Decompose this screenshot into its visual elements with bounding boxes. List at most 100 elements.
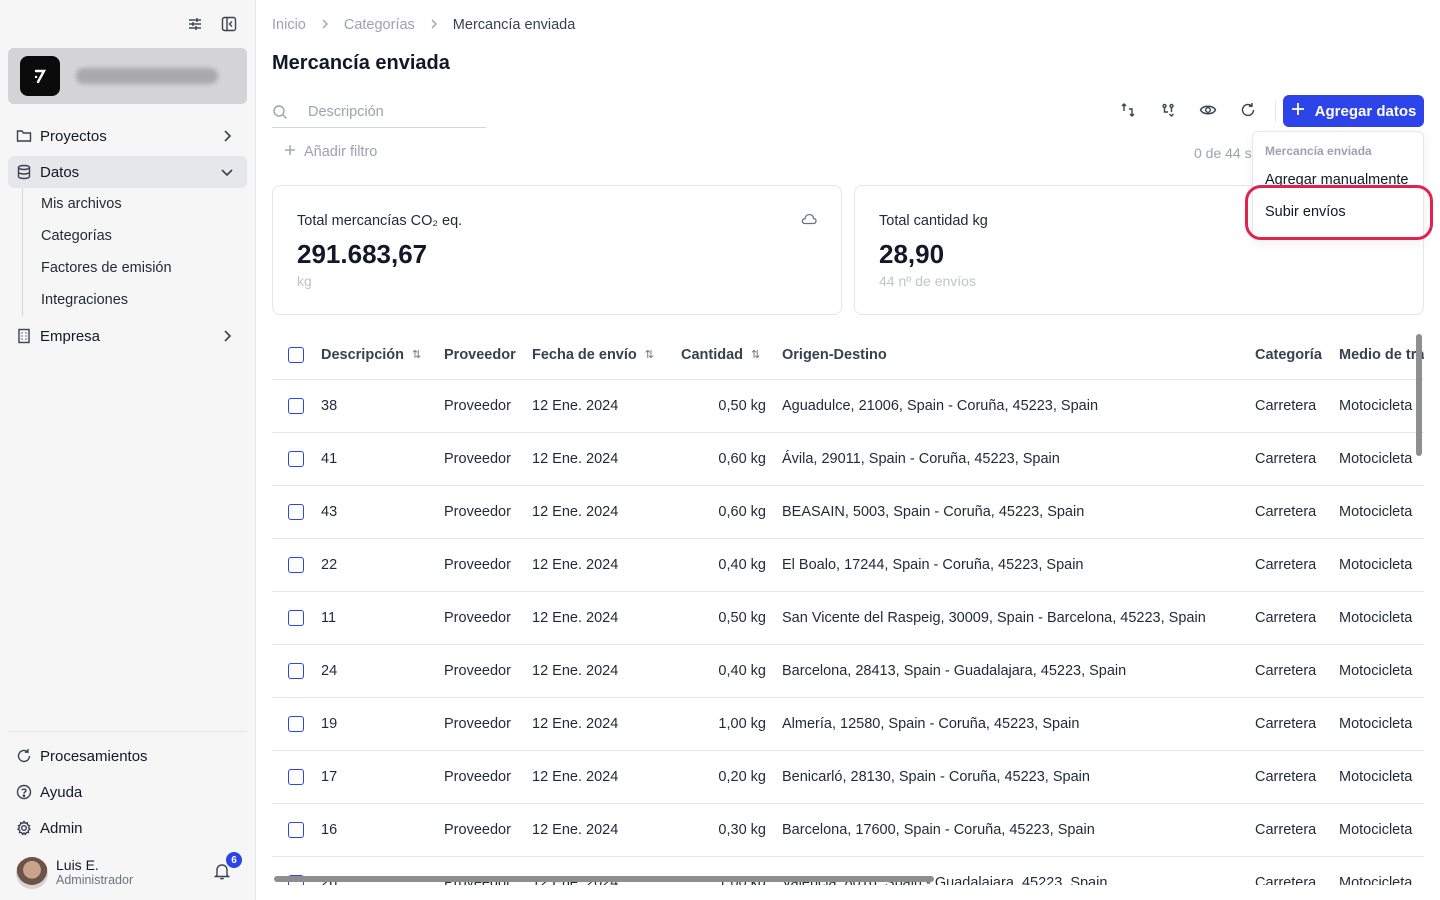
- user-role: Administrador: [56, 872, 134, 887]
- row-checkbox[interactable]: [288, 504, 304, 520]
- cell-descripcion: 16: [321, 822, 338, 838]
- help-circle-icon: [16, 784, 32, 800]
- nav-admin[interactable]: Admin: [8, 812, 247, 844]
- subnav-categorias[interactable]: Categorías: [41, 228, 112, 244]
- col-descripcion[interactable]: Descripción ⇅: [321, 330, 421, 379]
- cell-fecha: 12 Ene. 2024: [532, 769, 619, 785]
- cell-proveedor: Proveedor: [444, 504, 511, 520]
- cell-categoria: Carretera: [1255, 451, 1317, 467]
- cell-proveedor: Proveedor: [444, 610, 511, 626]
- nav-label: Datos: [40, 163, 80, 181]
- cell-origen: El Boalo, 17244, Spain - Coruña, 45223, …: [782, 557, 1084, 573]
- row-checkbox-cell: [288, 539, 304, 591]
- subnav-integraciones[interactable]: Integraciones: [41, 292, 129, 308]
- table-row[interactable]: 22 Proveedor 12 Ene. 2024 0,40 kg El Boalo, …: [272, 539, 1424, 592]
- row-checkbox[interactable]: [288, 557, 304, 573]
- menu-item-upload-shipments[interactable]: Subir envíos: [1265, 204, 1346, 220]
- add-filter-button[interactable]: Añadir filtro: [284, 144, 377, 160]
- columns-toggle-icon[interactable]: [1158, 98, 1178, 122]
- table-row[interactable]: 38 Proveedor 12 Ene. 2024 0,50 kg Aguadulce,…: [272, 380, 1424, 433]
- vertical-scrollbar[interactable]: [1416, 334, 1422, 456]
- user-profile[interactable]: Luis E. Administrador 6: [16, 852, 248, 890]
- bell-icon[interactable]: [213, 862, 232, 882]
- nav-datos[interactable]: Datos: [8, 156, 247, 188]
- row-checkbox[interactable]: [288, 663, 304, 679]
- cell-origen: Aguadulce, 21006, Spain - Coruña, 45223,…: [782, 398, 1099, 414]
- breadcrumb-home[interactable]: Inicio: [272, 17, 306, 33]
- card-label: Total mercancías CO₂ eq.: [297, 213, 463, 229]
- table-row[interactable]: 17 Proveedor 12 Ene. 2024 0,20 kg Benicarló,…: [272, 751, 1424, 804]
- cell-cantidad: 1,00 kg: [718, 716, 766, 732]
- cell-cantidad: 0,50 kg: [718, 610, 766, 626]
- cell-origen: Ávila, 29011, Spain - Coruña, 45223, Spa…: [782, 451, 1060, 467]
- organization-switcher[interactable]: [8, 48, 247, 104]
- cell-proveedor: Proveedor: [444, 716, 511, 732]
- sliders-icon[interactable]: [185, 14, 205, 34]
- avatar: [16, 857, 48, 889]
- org-name-blurred: [76, 68, 218, 84]
- nav-label: Ayuda: [40, 783, 83, 801]
- cell-origen: Barcelona, 28413, Spain - Guadalajara, 4…: [782, 663, 1127, 679]
- col-proveedor[interactable]: Proveedor: [444, 330, 516, 379]
- cell-origen: Barcelona, 17600, Spain - Coruña, 45223,…: [782, 822, 1095, 838]
- nav-label: Proyectos: [40, 127, 107, 145]
- col-categoria[interactable]: Categoría: [1255, 330, 1322, 379]
- cell-medio: Motocicleta: [1339, 769, 1413, 785]
- cell-proveedor: Proveedor: [444, 451, 511, 467]
- collapse-sidebar-icon[interactable]: [219, 14, 239, 34]
- chevron-right-icon: [219, 128, 235, 144]
- row-checkbox[interactable]: [288, 822, 304, 838]
- add-data-button[interactable]: Agregar datos: [1283, 95, 1424, 127]
- cell-descripcion: 11: [321, 610, 337, 626]
- table-row[interactable]: 19 Proveedor 12 Ene. 2024 1,00 kg Almería, 1…: [272, 698, 1424, 751]
- plus-icon: [1291, 102, 1305, 120]
- table-row[interactable]: 41 Proveedor 12 Ene. 2024 0,60 kg Ávila, 290…: [272, 433, 1424, 486]
- cloud-icon: [801, 212, 817, 226]
- col-fecha[interactable]: Fecha de envío ⇅: [532, 330, 654, 379]
- subnav-factores[interactable]: Factores de emisión: [41, 260, 172, 276]
- nav-proyectos[interactable]: Proyectos: [8, 120, 247, 152]
- cell-fecha: 12 Ene. 2024: [532, 663, 619, 679]
- col-cantidad[interactable]: Cantidad ⇅: [681, 330, 760, 379]
- table-row[interactable]: 16 Proveedor 12 Ene. 2024 0,30 kg Barcelona,…: [272, 804, 1424, 857]
- sort-arrows-icon[interactable]: [1118, 98, 1138, 122]
- cell-proveedor: Proveedor: [444, 398, 511, 414]
- user-name: Luis E.: [56, 857, 99, 874]
- nav-ayuda[interactable]: Ayuda: [8, 776, 247, 808]
- refresh-icon[interactable]: [1238, 98, 1258, 122]
- cell-categoria: Carretera: [1255, 663, 1317, 679]
- col-label: Medio de tra: [1339, 346, 1424, 363]
- cell-categoria: Carretera: [1255, 716, 1317, 732]
- cell-descripcion: 41: [321, 451, 338, 467]
- cell-medio: Motocicleta: [1339, 504, 1413, 520]
- table-row[interactable]: 24 Proveedor 12 Ene. 2024 0,40 kg Barcelona,…: [272, 645, 1424, 698]
- cell-fecha: 12 Ene. 2024: [532, 398, 619, 414]
- cell-origen: Benicarló, 28130, Spain - Coruña, 45223,…: [782, 769, 1090, 785]
- row-checkbox[interactable]: [288, 610, 304, 626]
- col-medio[interactable]: Medio de tra: [1339, 330, 1424, 379]
- row-checkbox[interactable]: [288, 451, 304, 467]
- col-origen[interactable]: Origen-Destino: [782, 330, 887, 379]
- horizontal-scrollbar[interactable]: [274, 876, 934, 882]
- cell-descripcion: 24: [321, 663, 338, 679]
- nav-procesamientos[interactable]: Procesamientos: [8, 740, 247, 772]
- sidebar-top-icons: [185, 14, 239, 34]
- row-checkbox[interactable]: [288, 716, 304, 732]
- row-checkbox[interactable]: [288, 769, 304, 785]
- add-data-label: Agregar datos: [1314, 102, 1417, 120]
- row-checkbox-cell: [288, 804, 304, 856]
- row-checkbox-cell: [288, 433, 304, 485]
- row-checkbox-cell: [288, 486, 304, 538]
- eye-icon[interactable]: [1198, 98, 1218, 122]
- nav-empresa[interactable]: Empresa: [8, 320, 247, 352]
- menu-item-add-manual[interactable]: Agregar manualmente: [1265, 172, 1409, 188]
- row-checkbox[interactable]: [288, 398, 304, 414]
- search-input[interactable]: [308, 103, 478, 120]
- cell-descripcion: 22: [321, 557, 338, 573]
- breadcrumb-parent[interactable]: Categorías: [343, 17, 415, 33]
- table-row[interactable]: 11 Proveedor 12 Ene. 2024 0,50 kg San Vicent…: [272, 592, 1424, 645]
- select-all-checkbox[interactable]: [288, 346, 304, 363]
- subnav-mis-archivos[interactable]: Mis archivos: [41, 196, 122, 212]
- table-row[interactable]: 43 Proveedor 12 Ene. 2024 0,60 kg BEASAIN, 5…: [272, 486, 1424, 539]
- col-label: Proveedor: [444, 346, 516, 363]
